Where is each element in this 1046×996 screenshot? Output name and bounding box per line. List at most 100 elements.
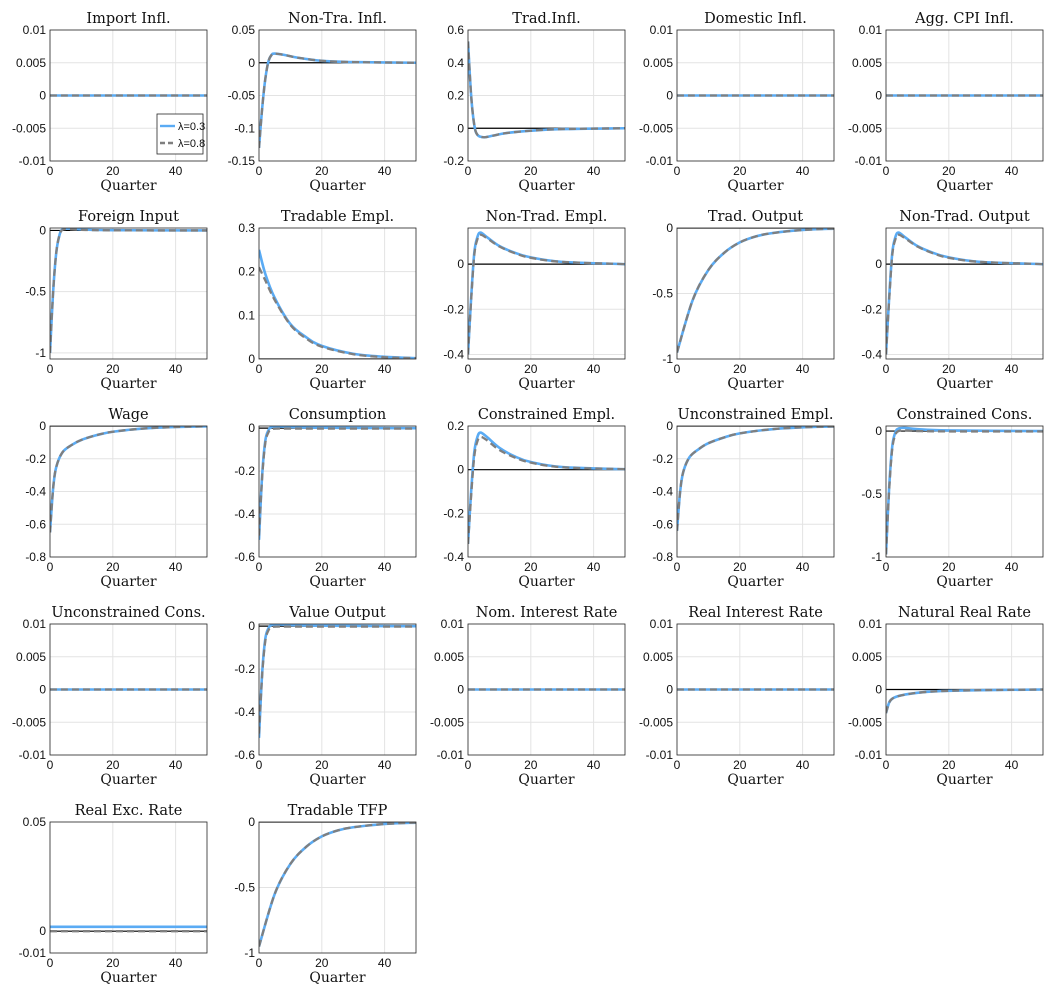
x-tick-label: 40 — [1005, 164, 1019, 178]
y-tick-label: 0 — [457, 257, 464, 271]
x-axis-label: Quarter — [936, 178, 992, 194]
subplot-11: Wage 0 20 40 -0.8 -0.6 -0.4 -0.2 0 Quarter — [25, 407, 208, 590]
plot-area — [886, 688, 1043, 714]
series-line-lambda-0-8 — [259, 266, 416, 359]
y-tick-label: 0 — [457, 683, 464, 697]
plot-area — [259, 426, 416, 540]
y-tick-label: -0.05 — [228, 89, 256, 103]
series-line-lambda-0-8 — [677, 426, 834, 531]
series-line-lambda-0-8 — [259, 427, 416, 536]
plot-area — [259, 822, 416, 947]
x-axis-label: Quarter — [518, 574, 574, 590]
x-tick-label: 40 — [1005, 758, 1019, 772]
subplot-19: Real Interest Rate 0 20 40 -0.01 -0.005 0 0.005… — [639, 605, 835, 788]
y-tick-label: 0 — [875, 89, 882, 103]
plot-area — [259, 52, 416, 149]
subplot-title: Domestic Infl. — [704, 11, 807, 27]
subplot-title: Real Exc. Rate — [75, 803, 183, 819]
x-tick-label: 0 — [47, 956, 54, 970]
axes-frame — [258, 623, 417, 756]
y-tick-label: 0 — [666, 221, 673, 235]
subplot-title: Agg. CPI Infl. — [914, 11, 1014, 27]
y-tick-label: 0.01 — [859, 23, 883, 37]
x-tick-label: 0 — [465, 560, 472, 574]
y-tick-label: 0.2 — [447, 89, 464, 103]
x-tick-label: 0 — [256, 164, 263, 178]
x-axis-label: Quarter — [100, 970, 156, 986]
subplot-title: Import Infl. — [86, 11, 170, 27]
y-tick-label: 0.6 — [447, 23, 464, 37]
x-tick-label: 40 — [796, 164, 810, 178]
y-tick-label: -0.005 — [639, 715, 673, 729]
axes-frame — [258, 29, 417, 162]
y-tick-label: -0.4 — [652, 485, 673, 499]
x-tick-label: 20 — [524, 164, 538, 178]
x-tick-label: 0 — [883, 362, 890, 376]
y-tick-label: 0.05 — [232, 23, 256, 37]
x-tick-label: 20 — [106, 956, 120, 970]
subplot-13: Constrained Empl. 0 20 40 -0.4 -0.2 0 0.2 Quarte… — [443, 407, 626, 590]
x-axis-label: Quarter — [936, 376, 992, 392]
subplot-5: Agg. CPI Infl. 0 20 40 -0.01 -0.005 0 0.005 0.01… — [848, 11, 1044, 194]
subplot-title: Trad. Output — [708, 209, 803, 225]
subplot-1: Import Infl. 0 20 40 -0.01 -0.005 0 0.005 0.01 Qu… — [12, 11, 208, 194]
y-tick-label: -0.005 — [848, 715, 882, 729]
x-tick-label: 0 — [47, 362, 54, 376]
y-tick-label: 0.005 — [434, 650, 464, 664]
y-tick-label: 0 — [39, 683, 46, 697]
y-tick-label: -0.8 — [652, 550, 673, 564]
series-line-lambda-0-3 — [259, 426, 416, 540]
x-tick-label: 40 — [378, 560, 392, 574]
y-tick-label: -0.01 — [19, 154, 47, 168]
y-tick-label: 0.005 — [852, 650, 882, 664]
y-tick-label: -0.005 — [430, 715, 464, 729]
y-tick-label: 0.1 — [238, 308, 255, 322]
subplot-title: Constrained Cons. — [897, 407, 1033, 423]
y-tick-label: 0.01 — [650, 23, 674, 37]
x-tick-label: 20 — [942, 560, 956, 574]
axes-frame — [258, 821, 417, 954]
y-tick-label: 0.01 — [441, 617, 465, 631]
plot-area — [468, 41, 625, 139]
x-tick-label: 20 — [733, 758, 747, 772]
y-tick-label: -0.01 — [855, 154, 883, 168]
y-tick-label: -0.6 — [652, 517, 673, 531]
subplot-16: Unconstrained Cons. 0 20 40 -0.01 -0.005 0 0.00… — [12, 605, 208, 788]
y-tick-label: -0.2 — [25, 452, 46, 466]
plot-area — [50, 426, 207, 533]
axes-frame — [467, 425, 626, 558]
axes-frame — [676, 425, 835, 558]
y-tick-label: 0 — [666, 683, 673, 697]
subplot-title: Tradable TFP — [288, 803, 388, 819]
x-tick-label: 20 — [106, 164, 120, 178]
y-tick-label: -0.01 — [646, 748, 674, 762]
x-tick-label: 20 — [942, 362, 956, 376]
y-tick-label: -0.4 — [861, 347, 882, 361]
plot-area — [50, 228, 207, 353]
y-tick-label: 0 — [248, 421, 255, 435]
x-tick-label: 20 — [315, 560, 329, 574]
x-tick-label: 40 — [587, 560, 601, 574]
series-line-lambda-0-3 — [50, 228, 207, 353]
x-axis-label: Quarter — [100, 772, 156, 788]
x-tick-label: 40 — [796, 758, 810, 772]
y-tick-label: -0.5 — [652, 287, 673, 301]
y-tick-label: 0.3 — [238, 221, 255, 235]
x-tick-label: 0 — [674, 164, 681, 178]
y-tick-label: -0.2 — [652, 452, 673, 466]
legend-box — [156, 113, 204, 155]
y-tick-label: 0 — [875, 257, 882, 271]
y-tick-label: 0.01 — [650, 617, 674, 631]
x-axis-label: Quarter — [518, 376, 574, 392]
y-tick-label: -0.005 — [12, 121, 46, 135]
axes-frame — [258, 425, 417, 558]
x-tick-label: 20 — [733, 560, 747, 574]
y-tick-label: 0.01 — [23, 23, 47, 37]
series-line-lambda-0-3 — [259, 822, 416, 947]
y-tick-label: 0 — [39, 924, 46, 938]
y-tick-label: 0.01 — [23, 617, 47, 631]
subplot-4: Domestic Infl. 0 20 40 -0.01 -0.005 0 0.005 0.01… — [639, 11, 835, 194]
subplot-title: Unconstrained Empl. — [678, 407, 834, 423]
y-tick-label: 0.005 — [643, 56, 673, 70]
